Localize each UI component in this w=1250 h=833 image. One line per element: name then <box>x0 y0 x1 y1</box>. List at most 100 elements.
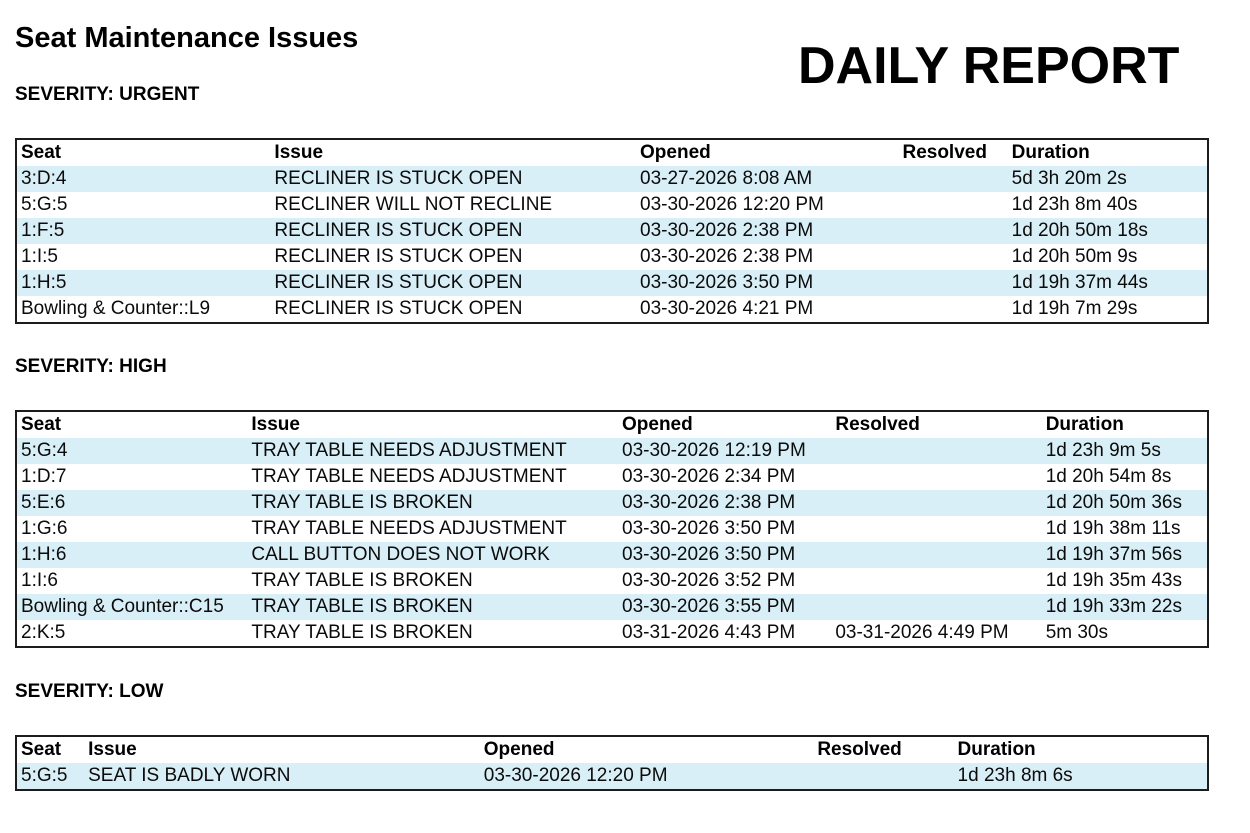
cell-opened: 03-30-2026 12:19 PM <box>622 438 836 464</box>
cell-resolved: 03-31-2026 4:49 PM <box>835 622 1009 643</box>
cell-opened: 03-30-2026 4:21 PM <box>640 298 814 319</box>
cell-opened: 03-30-2026 12:20 PM <box>483 763 818 790</box>
issues-table-urgent: Seat Issue Opened Resolved Duration 3:D:4 REC… <box>15 138 1209 324</box>
cell-resolved <box>835 516 1045 542</box>
cell-issue: TRAY TABLE NEEDS ADJUSTMENT <box>251 518 567 539</box>
cell-issue: RECLINER WILL NOT RECLINE <box>274 194 553 215</box>
table-row: Bowling & Counter::L9 RECLINER IS STUCK O… <box>16 296 1208 323</box>
cell-resolved <box>902 296 1011 323</box>
cell-resolved <box>835 438 1046 464</box>
issues-table-low: Seat Issue Opened Resolved Duration 5:G:5 SEA… <box>15 735 1209 791</box>
cell-duration: 1d 19h 33m 22s <box>1045 594 1208 620</box>
table-row: 1:I:5 RECLINER IS STUCK OPEN 03-30-2026 2:… <box>16 244 1208 270</box>
severity-heading: SEVERITY: HIGH <box>15 356 167 377</box>
cell-opened: 03-30-2026 2:34 PM <box>622 466 796 487</box>
column-header-issue: Issue <box>274 142 324 163</box>
cell-seat: Bowling & Counter::L9 <box>21 298 211 319</box>
cell-opened: 03-30-2026 2:38 PM <box>622 490 836 516</box>
column-header-seat: Seat <box>21 414 62 435</box>
cell-duration: 1d 20h 50m 9s <box>1011 246 1138 267</box>
severity-heading: SEVERITY: LOW <box>15 681 164 702</box>
cell-duration: 1d 20h 50m 36s <box>1045 490 1208 516</box>
column-header-opened: Opened <box>483 739 555 760</box>
cell-issue: RECLINER IS STUCK OPEN <box>274 246 523 267</box>
column-header-opened: Opened <box>640 142 711 163</box>
cell-issue: RECLINER IS STUCK OPEN <box>274 218 641 244</box>
cell-seat: Bowling & Counter::C15 <box>16 594 252 620</box>
column-header-resolved: Resolved <box>902 142 987 163</box>
cell-seat: 1:I:5 <box>21 246 58 267</box>
cell-opened: 03-30-2026 3:52 PM <box>622 570 796 591</box>
cell-resolved <box>835 490 1046 516</box>
cell-resolved <box>902 166 1012 192</box>
table-header-row: Seat Issue Opened Resolved Duration <box>16 139 1208 166</box>
cell-duration: 1d 23h 8m 40s <box>1011 194 1138 215</box>
cell-issue: RECLINER IS STUCK OPEN <box>274 298 523 319</box>
table-header-row: Seat Issue Opened Resolved Duration <box>16 411 1208 438</box>
cell-opened: 03-30-2026 3:50 PM <box>622 518 796 539</box>
table-row: 5:E:6 TRAY TABLE IS BROKEN 03-30-2026 2:38… <box>16 490 1208 516</box>
cell-opened: 03-30-2026 3:55 PM <box>622 594 836 620</box>
severity-section-urgent: SEVERITY: URGENT Seat Issue Opened Resolved… <box>15 84 1209 324</box>
cell-resolved <box>835 464 1045 490</box>
cell-duration: 1d 20h 54m 8s <box>1045 466 1172 487</box>
cell-duration: 5d 3h 20m 2s <box>1011 166 1208 192</box>
cell-seat: 1:H:5 <box>16 270 275 296</box>
cell-issue: RECLINER IS STUCK OPEN <box>274 270 641 296</box>
column-header-issue: Issue <box>251 414 300 435</box>
column-header-duration: Duration <box>1045 414 1124 435</box>
cell-seat: 2:K:5 <box>21 622 66 643</box>
table-row: 2:K:5 TRAY TABLE IS BROKEN 03-31-2026 4:43… <box>16 620 1208 647</box>
cell-resolved <box>835 594 1046 620</box>
table-row: 1:G:6 TRAY TABLE NEEDS ADJUSTMENT 03-30-20… <box>16 516 1208 542</box>
table-row: 1:H:5 RECLINER IS STUCK OPEN 03-30-2026 3:… <box>16 270 1208 296</box>
cell-duration: 5m 30s <box>1045 622 1108 643</box>
cell-issue: TRAY TABLE IS BROKEN <box>251 594 622 620</box>
cell-opened: 03-30-2026 3:50 PM <box>622 542 836 568</box>
cell-resolved <box>902 218 1012 244</box>
cell-resolved <box>817 763 958 790</box>
cell-opened: 03-27-2026 8:08 AM <box>640 166 903 192</box>
table-row: 5:G:5 SEAT IS BADLY WORN 03-30-2026 12:20 … <box>16 763 1208 790</box>
table-row: 1:D:7 TRAY TABLE NEEDS ADJUSTMENT 03-30-20… <box>16 464 1208 490</box>
table-row: Bowling & Counter::C15 TRAY TABLE IS BROK… <box>16 594 1208 620</box>
cell-seat: 1:H:6 <box>16 542 252 568</box>
cell-opened: 03-30-2026 3:50 PM <box>640 270 903 296</box>
table-row: 5:G:4 TRAY TABLE NEEDS ADJUSTMENT 03-30-20… <box>16 438 1208 464</box>
page-title: Seat Maintenance Issues <box>15 22 359 54</box>
cell-duration: 1d 19h 35m 43s <box>1045 570 1182 591</box>
cell-opened: 03-30-2026 12:20 PM <box>640 194 824 215</box>
column-header-resolved: Resolved <box>835 414 920 435</box>
cell-duration: 1d 20h 50m 18s <box>1011 218 1208 244</box>
cell-issue: RECLINER IS STUCK OPEN <box>274 166 641 192</box>
cell-opened: 03-31-2026 4:43 PM <box>622 622 796 643</box>
table-row: 1:I:6 TRAY TABLE IS BROKEN 03-30-2026 3:52… <box>16 568 1208 594</box>
cell-seat: 1:F:5 <box>16 218 275 244</box>
cell-opened: 03-30-2026 2:38 PM <box>640 218 903 244</box>
cell-duration: 1d 23h 8m 6s <box>957 763 1208 790</box>
table-header-row: Seat Issue Opened Resolved Duration <box>16 736 1208 763</box>
column-header-issue: Issue <box>88 739 137 760</box>
report-type-label: DAILY REPORT <box>798 37 1180 95</box>
cell-issue: TRAY TABLE NEEDS ADJUSTMENT <box>251 438 622 464</box>
table-row: 3:D:4 RECLINER IS STUCK OPEN 03-27-2026 8:… <box>16 166 1208 192</box>
issues-table-high: Seat Issue Opened Resolved Duration 5:G:4 TRA… <box>15 410 1209 648</box>
table-row: 1:H:6 CALL BUTTON DOES NOT WORK 03-30-2026… <box>16 542 1208 568</box>
table-row: 1:F:5 RECLINER IS STUCK OPEN 03-30-2026 2:… <box>16 218 1208 244</box>
cell-issue: TRAY TABLE IS BROKEN <box>251 570 473 591</box>
cell-duration: 1d 19h 7m 29s <box>1011 298 1138 319</box>
table-row: 5:G:5 RECLINER WILL NOT RECLINE 03-30-2026… <box>16 192 1208 218</box>
cell-opened: 03-30-2026 2:38 PM <box>640 246 814 267</box>
severity-section-low: SEVERITY: LOW Seat Issue Opened Resolved Dur… <box>15 681 1209 791</box>
column-header-seat: Seat <box>21 739 62 760</box>
cell-seat: 1:I:6 <box>21 570 58 591</box>
column-header-opened: Opened <box>622 414 693 435</box>
cell-resolved <box>835 568 1045 594</box>
cell-issue: CALL BUTTON DOES NOT WORK <box>251 542 622 568</box>
cell-duration: 1d 19h 37m 56s <box>1045 542 1208 568</box>
cell-issue: TRAY TABLE IS BROKEN <box>251 622 473 643</box>
cell-issue: TRAY TABLE NEEDS ADJUSTMENT <box>251 466 567 487</box>
severity-heading: SEVERITY: URGENT <box>15 84 200 105</box>
cell-duration: 1d 19h 37m 44s <box>1011 270 1208 296</box>
